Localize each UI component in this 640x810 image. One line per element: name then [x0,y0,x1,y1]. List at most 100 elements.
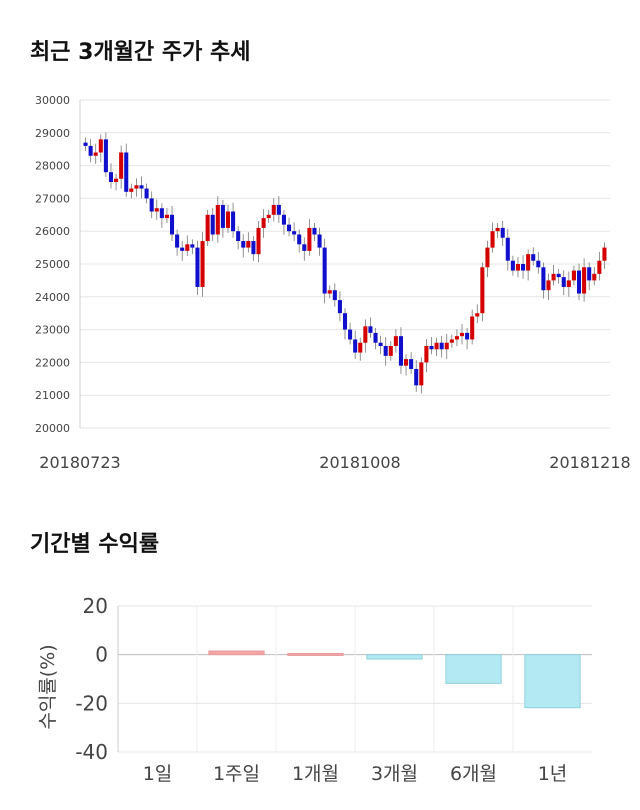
candle-body [398,336,403,366]
candle-body [419,362,424,386]
candle-body [246,241,251,248]
candle-body [434,342,439,350]
candle-body [536,260,541,268]
candle-body [139,185,144,189]
candle-body [342,313,348,330]
candle-body [93,152,98,156]
return-bar [445,654,502,684]
return-by-period-title: 기간별 수익률 [30,532,160,557]
x-tick-label: 1주일 [213,763,260,785]
candle-body [556,273,561,278]
candle-body [424,346,429,363]
y-tick-label: 22000 [35,356,70,369]
candle-body [551,273,556,281]
candle-body [129,188,134,192]
x-tick-label: 6개월 [450,763,497,785]
candle-body [459,332,465,337]
candle-body [169,214,175,235]
candle-body [231,211,236,232]
candle-body [475,313,480,317]
candle-body [592,273,597,281]
candle-body [149,198,154,212]
candle-body [164,214,169,219]
y-tick-label: 28000 [35,160,70,173]
candle-body [327,290,332,294]
candle-body [287,224,292,232]
candle-body [317,234,322,248]
return-bar [208,650,265,656]
candle-body [526,254,531,271]
candle-body [144,188,149,199]
candle-body [495,227,500,232]
candle-body [393,336,398,346]
candle-body [88,145,93,156]
candle-body [241,241,246,248]
y-tick-label: 25000 [35,258,70,271]
return-bar [366,654,423,660]
candle-body [541,267,546,291]
y-tick-label: 21000 [35,389,70,402]
return-bar [287,652,344,656]
y-tick-label: 0 [95,643,108,667]
candle-body [439,342,444,350]
x-tick-label: 1년 [538,763,568,785]
candle-body [322,247,327,294]
candle-body [546,280,551,291]
candle-body [185,244,190,251]
candle-body [388,346,393,356]
y-tick-label: 29000 [35,127,70,140]
candle-body [587,267,592,281]
candle-body [561,277,566,287]
candle-body [210,214,215,235]
x-tick-label: 1개월 [292,763,339,785]
candle-body [190,244,195,248]
candle-body [485,247,490,268]
candle-body [281,214,286,225]
candle-body [108,172,114,182]
candle-body [602,247,607,261]
candle-body [236,231,241,242]
candle-body [373,332,378,343]
candle-body [383,346,388,356]
candle-body [500,227,505,238]
candle-body [292,231,297,235]
candle-body [414,368,419,386]
candle-body [429,346,434,350]
candle-body [510,260,515,271]
candle-body [521,264,526,271]
candle-body [378,342,383,346]
candle-body [114,178,119,182]
candle-body [312,227,317,235]
price-trend-title: 최근 3개월간 주가 추세 [30,40,251,65]
candle-body [480,267,485,314]
y-tick-label: 20 [83,594,108,618]
candle-body [449,339,454,343]
x-tick-label: 3개월 [371,763,418,785]
candle-body [154,208,159,212]
candle-body [409,359,414,369]
y-tick-label: 27000 [35,192,70,205]
candle-body [358,342,363,353]
candle-body [597,260,602,274]
y-tick-label: 20000 [35,422,70,435]
candle-body [200,241,205,287]
candle-body [490,231,495,248]
x-tick-label: 1일 [143,763,173,785]
candle-body [205,214,210,242]
candle-body [576,270,582,294]
candle-body [124,152,129,192]
candle-body [307,227,312,251]
candle-body [571,270,576,281]
candle-body [444,342,449,350]
candle-body [225,211,231,228]
return-bar [524,654,581,709]
candle-body [332,290,337,301]
candle-body [220,204,225,228]
candle-body [353,339,358,353]
candle-body [180,247,185,251]
candle-body [454,336,459,340]
x-tick-label: 20181218 [549,453,630,472]
y-tick-label: 23000 [35,324,70,337]
candle-body [266,214,271,219]
candle-body [251,241,256,255]
